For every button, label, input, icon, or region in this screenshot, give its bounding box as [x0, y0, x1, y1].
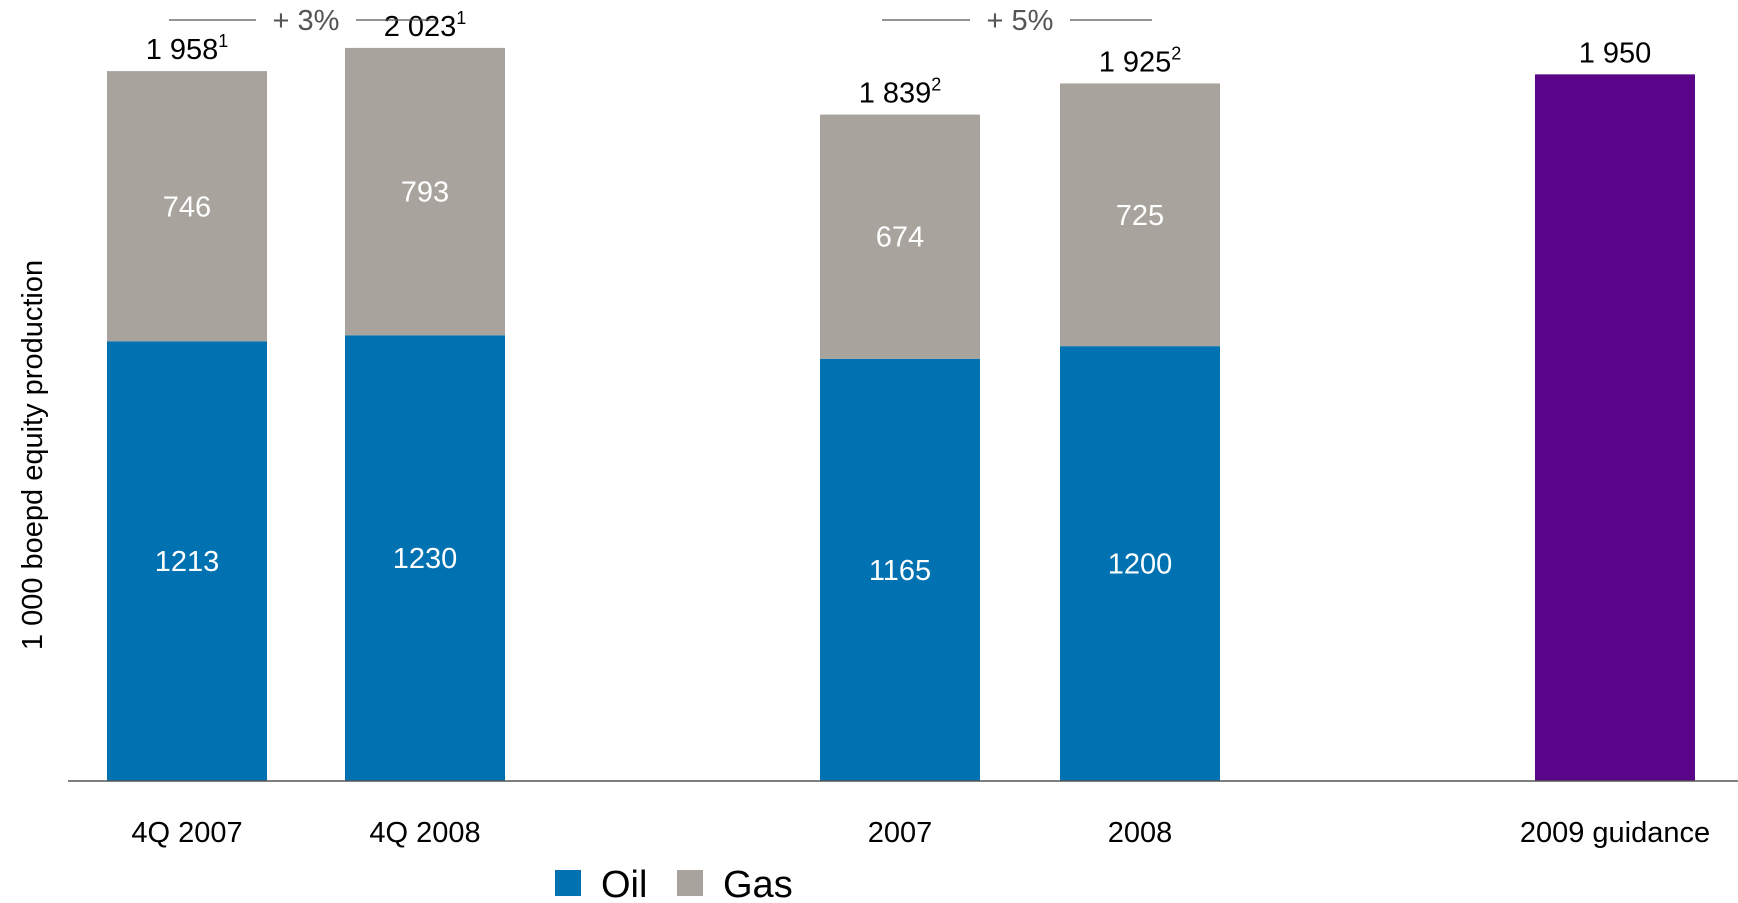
x-tick-label: 4Q 2007	[131, 817, 242, 849]
bar-segment	[107, 71, 267, 342]
bar-segment	[345, 47, 505, 336]
bar-segment	[820, 114, 980, 359]
segment-value-label: 674	[876, 222, 924, 254]
bar-segment	[107, 341, 267, 781]
total-value-label: 1 9252	[1099, 43, 1182, 78]
x-tick-label: 4Q 2008	[369, 817, 480, 849]
segment-value-label: 793	[401, 177, 449, 209]
legend-label: Oil	[601, 864, 647, 903]
segment-labels-layer: 1213 746 1230 793 1165 674 1200 725	[155, 177, 1173, 587]
growth-label: + 3%	[273, 5, 340, 37]
legend-swatch	[555, 870, 581, 896]
bar-segment	[345, 335, 505, 781]
segment-value-label: 725	[1116, 200, 1164, 232]
segment-value-label: 746	[163, 191, 211, 223]
total-value-label: 1 8392	[859, 75, 942, 110]
x-tick-labels-layer: 4Q 2007 4Q 2008 2007 2008 2009 guidance	[131, 817, 1710, 849]
legend-swatch	[677, 870, 703, 896]
segment-value-label: 1165	[869, 555, 931, 587]
y-axis-label: 1 000 boepd equity production	[17, 260, 49, 650]
bar-segment	[1060, 346, 1220, 781]
segment-value-label: 1213	[155, 546, 220, 578]
growth-annotations-layer: + 3% + 5%	[169, 5, 1152, 37]
x-tick-label: 2008	[1108, 817, 1173, 849]
segment-value-label: 1200	[1108, 549, 1173, 581]
legend-label: Gas	[723, 864, 793, 903]
legend: Oil Gas	[555, 864, 793, 903]
x-tick-label: 2009 guidance	[1520, 817, 1710, 849]
bar-segment	[820, 358, 980, 781]
growth-label: + 5%	[987, 5, 1054, 37]
total-labels-layer: 1 9581 2 0231 1 8392 1 9252 1 950	[146, 8, 1652, 110]
total-value-label: 1 9581	[146, 31, 229, 66]
total-value-label: 2 0231	[384, 8, 467, 43]
bar-segment	[1060, 83, 1220, 347]
segment-value-label: 1230	[393, 543, 458, 575]
bars-layer	[107, 47, 1695, 782]
x-tick-label: 2007	[868, 817, 933, 849]
total-value-label: 1 950	[1579, 37, 1652, 69]
bar-segment	[1535, 74, 1695, 782]
